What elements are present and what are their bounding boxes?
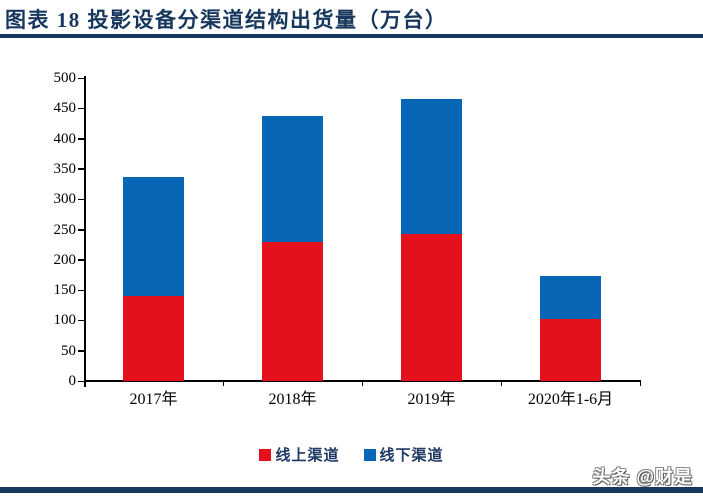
- x-axis-tick: [639, 381, 641, 386]
- bar-segment-线上渠道: [401, 234, 462, 381]
- y-axis-tick: [78, 107, 84, 110]
- y-axis-tick: [78, 138, 84, 140]
- x-axis-category-label: 2020年1-6月: [527, 391, 614, 408]
- legend-label: 线上渠道: [275, 448, 340, 464]
- x-axis-tick: [361, 381, 363, 386]
- watermark: 头条 @财是: [592, 467, 693, 487]
- bar-segment-线下渠道: [540, 276, 601, 319]
- y-axis-tick: [78, 168, 84, 170]
- x-axis-line: [84, 380, 641, 382]
- chart-legend: 线上渠道 线下渠道: [0, 444, 703, 465]
- y-axis-tick: [78, 229, 84, 231]
- x-axis-tick: [83, 381, 85, 386]
- y-axis-tick: [78, 380, 84, 382]
- bar-segment-线下渠道: [401, 99, 462, 235]
- x-axis-category-label: 2017年: [129, 391, 178, 408]
- legend-swatch-icon: [259, 448, 272, 461]
- y-axis-tick-label: 300: [53, 191, 77, 208]
- bar-segment-线上渠道: [123, 296, 184, 381]
- legend-label: 线下渠道: [379, 448, 444, 464]
- title-underline: [0, 34, 703, 38]
- y-axis-tick-label: 350: [53, 160, 77, 177]
- bar-segment-线下渠道: [262, 115, 323, 242]
- y-axis-tick: [78, 198, 84, 201]
- x-axis-tick: [500, 381, 502, 386]
- y-axis-tick: [78, 350, 84, 352]
- y-axis-tick-label: 150: [53, 282, 77, 299]
- y-axis-line: [84, 76, 86, 387]
- legend-item: 线下渠道: [363, 444, 444, 465]
- y-axis-tick: [78, 259, 84, 261]
- y-axis-tick-label: 50: [61, 342, 76, 359]
- legend-swatch-icon: [363, 448, 376, 461]
- bar-segment-线上渠道: [540, 318, 601, 381]
- y-axis-tick-label: 0: [68, 373, 77, 389]
- y-axis-tick-label: 200: [53, 251, 77, 268]
- y-axis-tick: [78, 289, 84, 292]
- y-axis-tick: [78, 77, 84, 79]
- y-axis-tick-label: 500: [53, 70, 77, 86]
- x-axis-category-label: 2019年: [407, 391, 456, 408]
- y-axis-tick: [78, 319, 84, 322]
- x-axis-tick: [222, 381, 224, 386]
- y-axis-tick-label: 400: [53, 130, 77, 147]
- bar-segment-线上渠道: [262, 241, 323, 381]
- bottom-navy-bar: [0, 487, 703, 493]
- legend-item: 线上渠道: [259, 444, 339, 465]
- y-axis-tick-label: 100: [53, 312, 77, 329]
- bar-segment-线下渠道: [123, 177, 184, 297]
- figure-title: 图表 18 投影设备分渠道结构出货量（万台）: [5, 8, 448, 32]
- y-axis-tick-label: 250: [53, 221, 77, 238]
- x-axis-category-label: 2018年: [268, 391, 317, 408]
- y-axis-tick-label: 450: [53, 100, 77, 117]
